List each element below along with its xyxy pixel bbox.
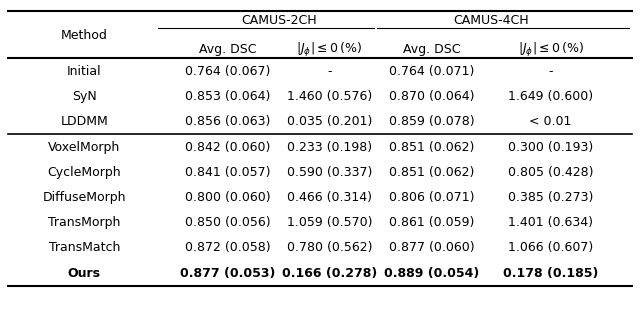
- Text: 0.166 (0.278): 0.166 (0.278): [282, 267, 377, 280]
- Text: 0.851 (0.062): 0.851 (0.062): [389, 141, 474, 154]
- Text: 0.466 (0.314): 0.466 (0.314): [287, 191, 372, 204]
- Text: 0.842 (0.060): 0.842 (0.060): [185, 141, 270, 154]
- Text: CycleMorph: CycleMorph: [47, 166, 121, 179]
- Text: -: -: [327, 65, 332, 78]
- Text: 0.780 (0.562): 0.780 (0.562): [287, 241, 372, 255]
- Text: 0.877 (0.053): 0.877 (0.053): [180, 267, 275, 280]
- Text: 1.059 (0.570): 1.059 (0.570): [287, 216, 372, 229]
- Text: TransMorph: TransMorph: [48, 216, 120, 229]
- Text: 0.764 (0.067): 0.764 (0.067): [185, 65, 270, 78]
- Text: < 0.01: < 0.01: [529, 115, 572, 128]
- Text: 0.233 (0.198): 0.233 (0.198): [287, 141, 372, 154]
- Text: 0.805 (0.428): 0.805 (0.428): [508, 166, 593, 179]
- Text: Initial: Initial: [67, 65, 102, 78]
- Text: 0.800 (0.060): 0.800 (0.060): [185, 191, 271, 204]
- Text: VoxelMorph: VoxelMorph: [48, 141, 120, 154]
- Text: 0.385 (0.273): 0.385 (0.273): [508, 191, 593, 204]
- Text: $|J_{\phi}|\leq 0\,(\%)$: $|J_{\phi}|\leq 0\,(\%)$: [296, 41, 363, 59]
- Text: 0.853 (0.064): 0.853 (0.064): [185, 90, 270, 103]
- Text: DiffuseMorph: DiffuseMorph: [42, 191, 126, 204]
- Text: SyN: SyN: [72, 90, 97, 103]
- Text: 0.861 (0.059): 0.861 (0.059): [389, 216, 474, 229]
- Text: 0.178 (0.185): 0.178 (0.185): [503, 267, 598, 280]
- Text: 0.590 (0.337): 0.590 (0.337): [287, 166, 372, 179]
- Text: 1.401 (0.634): 1.401 (0.634): [508, 216, 593, 229]
- Text: 1.460 (0.576): 1.460 (0.576): [287, 90, 372, 103]
- Text: Avg. DSC: Avg. DSC: [199, 43, 257, 56]
- Text: 0.841 (0.057): 0.841 (0.057): [185, 166, 270, 179]
- Text: LDDMM: LDDMM: [60, 115, 108, 128]
- Text: 0.889 (0.054): 0.889 (0.054): [384, 267, 479, 280]
- Text: CAMUS-2CH: CAMUS-2CH: [241, 14, 316, 27]
- Text: TransMatch: TransMatch: [49, 241, 120, 255]
- Text: CAMUS-4CH: CAMUS-4CH: [453, 14, 529, 27]
- Text: 0.872 (0.058): 0.872 (0.058): [185, 241, 271, 255]
- Text: -: -: [548, 65, 553, 78]
- Text: 0.300 (0.193): 0.300 (0.193): [508, 141, 593, 154]
- Text: 0.877 (0.060): 0.877 (0.060): [388, 241, 474, 255]
- Text: 1.649 (0.600): 1.649 (0.600): [508, 90, 593, 103]
- Text: 0.850 (0.056): 0.850 (0.056): [185, 216, 271, 229]
- Text: 0.806 (0.071): 0.806 (0.071): [388, 191, 474, 204]
- Text: Ours: Ours: [68, 267, 100, 280]
- Text: Avg. DSC: Avg. DSC: [403, 43, 460, 56]
- Text: 0.035 (0.201): 0.035 (0.201): [287, 115, 372, 128]
- Text: 0.870 (0.064): 0.870 (0.064): [388, 90, 474, 103]
- Text: 0.859 (0.078): 0.859 (0.078): [388, 115, 474, 128]
- Text: Method: Method: [61, 29, 108, 42]
- Text: $|J_{\phi}|\leq 0\,(\%)$: $|J_{\phi}|\leq 0\,(\%)$: [518, 41, 584, 59]
- Text: 0.856 (0.063): 0.856 (0.063): [185, 115, 270, 128]
- Text: 0.851 (0.062): 0.851 (0.062): [389, 166, 474, 179]
- Text: 0.764 (0.071): 0.764 (0.071): [389, 65, 474, 78]
- Text: 1.066 (0.607): 1.066 (0.607): [508, 241, 593, 255]
